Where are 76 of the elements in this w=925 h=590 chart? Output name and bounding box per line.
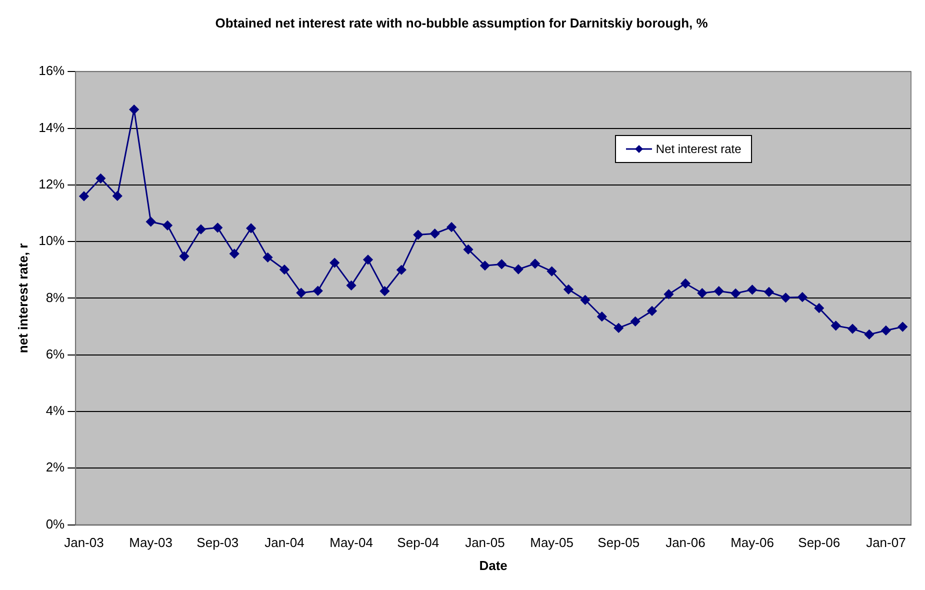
point <box>280 264 290 274</box>
point <box>547 266 557 276</box>
point <box>396 265 406 275</box>
x-tick-label: Jan-03 <box>64 535 104 550</box>
legend-label: Net interest rate <box>656 142 742 156</box>
point <box>413 230 423 240</box>
y-tick-label: 4% <box>46 403 66 418</box>
x-tick-label: Sep-04 <box>397 535 440 550</box>
y-axis-title: net interest rate, r <box>15 243 30 354</box>
point <box>179 252 189 262</box>
chart-title: Obtained net interest rate with no-bubble assumption for Darnitskiy borough, % <box>215 15 708 30</box>
point <box>898 322 908 332</box>
point <box>664 289 674 299</box>
point <box>730 288 740 298</box>
point <box>780 292 790 302</box>
point <box>714 286 724 296</box>
point <box>79 191 89 201</box>
point <box>230 248 240 258</box>
point <box>564 284 574 294</box>
point <box>296 288 306 298</box>
point <box>848 324 858 334</box>
x-tick-label: Jan-06 <box>666 535 706 550</box>
x-tick-label: May-03 <box>129 535 172 550</box>
point <box>212 222 222 232</box>
point <box>129 104 139 114</box>
x-tick-label: May-05 <box>530 535 574 550</box>
point <box>814 303 824 313</box>
point <box>764 287 774 297</box>
point <box>196 224 206 234</box>
point <box>346 280 356 290</box>
point <box>514 264 524 274</box>
y-tick-label: 14% <box>38 120 66 135</box>
point <box>580 295 590 305</box>
point <box>112 191 122 201</box>
point <box>614 323 624 333</box>
point <box>330 258 340 268</box>
point <box>480 260 490 270</box>
x-tick-label: Jan-05 <box>465 535 505 550</box>
point <box>313 286 323 296</box>
point <box>246 223 256 233</box>
y-tick-label: 12% <box>38 176 66 192</box>
point <box>162 220 172 230</box>
point <box>430 228 440 238</box>
x-axis-title: Date <box>479 558 508 573</box>
y-tick-label: 6% <box>46 346 66 362</box>
y-tick-label: 8% <box>46 290 66 305</box>
point <box>363 254 373 264</box>
point <box>748 284 758 294</box>
x-tick-label: Jan-04 <box>264 535 304 550</box>
point <box>464 244 473 254</box>
point <box>380 286 390 296</box>
point <box>881 326 891 336</box>
point <box>864 330 874 340</box>
point <box>798 292 808 302</box>
point <box>630 316 640 326</box>
x-tick-label: Sep-06 <box>798 535 840 550</box>
x-tick-label: May-06 <box>730 535 774 550</box>
point <box>697 288 707 298</box>
point <box>146 216 156 226</box>
point <box>263 252 273 262</box>
x-tick-label: May-04 <box>330 535 373 550</box>
point <box>96 174 106 184</box>
y-tick-label: 0% <box>46 516 66 532</box>
y-tick-label: 16% <box>38 63 66 78</box>
y-tick-label: 2% <box>46 460 66 475</box>
x-tick-label: Sep-05 <box>598 535 640 550</box>
point <box>446 222 456 232</box>
point <box>831 320 841 330</box>
y-tick-label: 10% <box>38 233 66 248</box>
point <box>647 306 657 316</box>
x-tick-label: Jan-07 <box>866 535 906 550</box>
point <box>530 258 540 268</box>
x-tick-label: Sep-03 <box>196 535 239 550</box>
point <box>680 278 690 288</box>
point <box>597 312 607 322</box>
point <box>496 259 506 269</box>
